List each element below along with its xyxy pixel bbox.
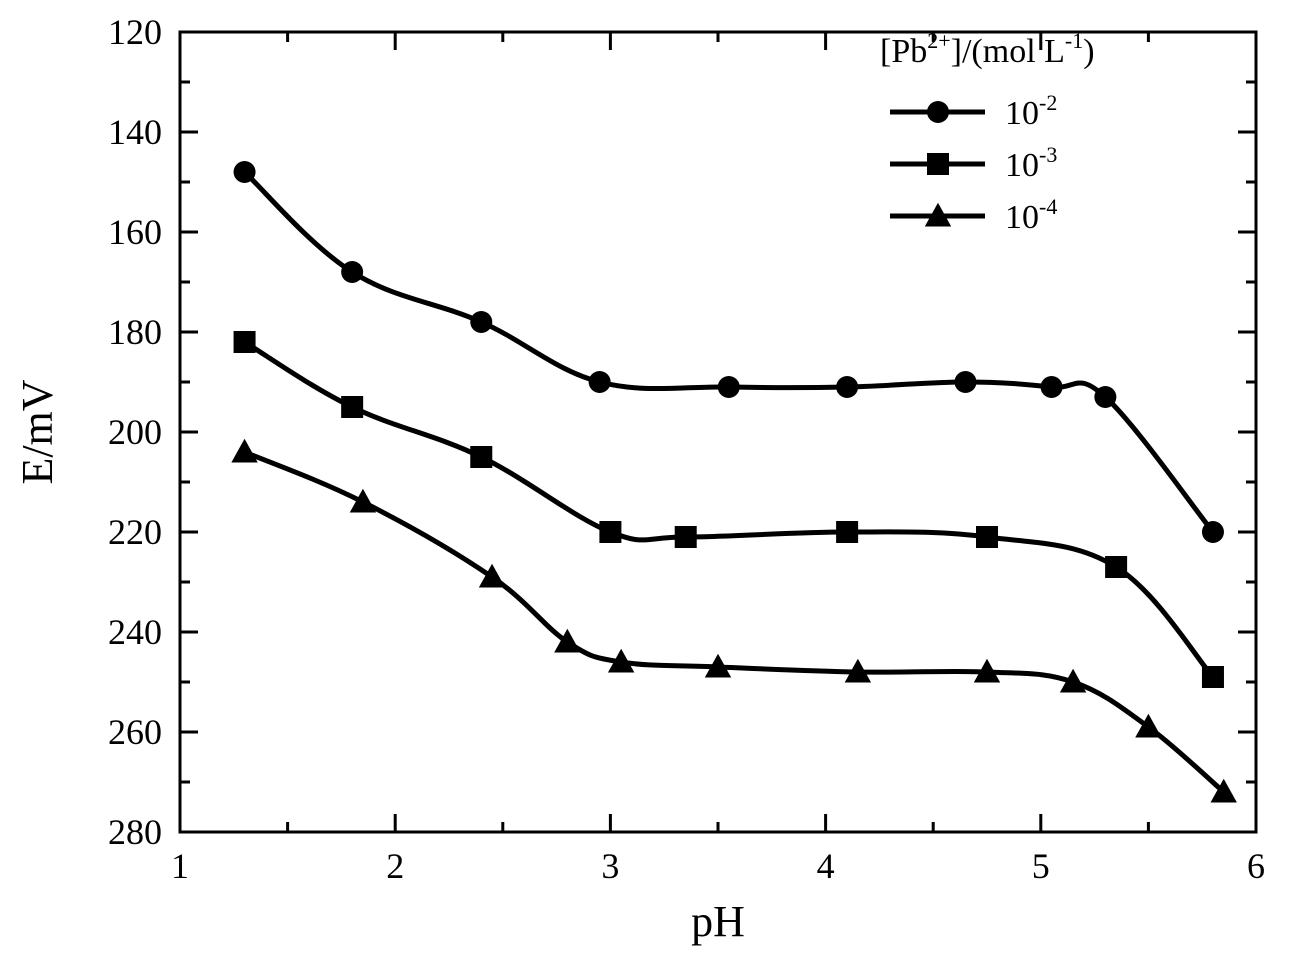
svg-text:10-2: 10-2 [1005, 90, 1057, 132]
svg-text:E/mV: E/mV [13, 379, 62, 484]
svg-text:3: 3 [601, 846, 619, 886]
svg-text:180: 180 [108, 312, 162, 352]
series-2 [231, 439, 1237, 803]
svg-text:120: 120 [108, 12, 162, 52]
svg-text:pH: pH [691, 897, 745, 946]
svg-text:260: 260 [108, 712, 162, 752]
chart-svg: 1 2 3 4 5 6 120 140 160 180 200 220 240 260 280 pH E/mV [… [0, 0, 1297, 962]
svg-text:1: 1 [171, 846, 189, 886]
svg-text:160: 160 [108, 212, 162, 252]
series-0 [234, 161, 1224, 543]
svg-text:6: 6 [1247, 846, 1265, 886]
svg-text:10-4: 10-4 [1005, 194, 1057, 236]
svg-text:240: 240 [108, 612, 162, 652]
svg-text:[Pb2+]/(mol L-1): [Pb2+]/(mol L-1) [880, 28, 1095, 70]
svg-text:200: 200 [108, 412, 162, 452]
svg-text:10-3: 10-3 [1005, 142, 1057, 184]
chart-stage: 1 2 3 4 5 6 120 140 160 180 200 220 240 260 280 pH E/mV [… [0, 0, 1297, 962]
svg-text:280: 280 [108, 812, 162, 852]
legend: [Pb2+]/(mol L-1) 10-2 10-3 10-4 [880, 28, 1095, 236]
svg-text:220: 220 [108, 512, 162, 552]
svg-text:2: 2 [386, 846, 404, 886]
svg-text:5: 5 [1032, 846, 1050, 886]
svg-text:140: 140 [108, 112, 162, 152]
svg-text:4: 4 [817, 846, 835, 886]
